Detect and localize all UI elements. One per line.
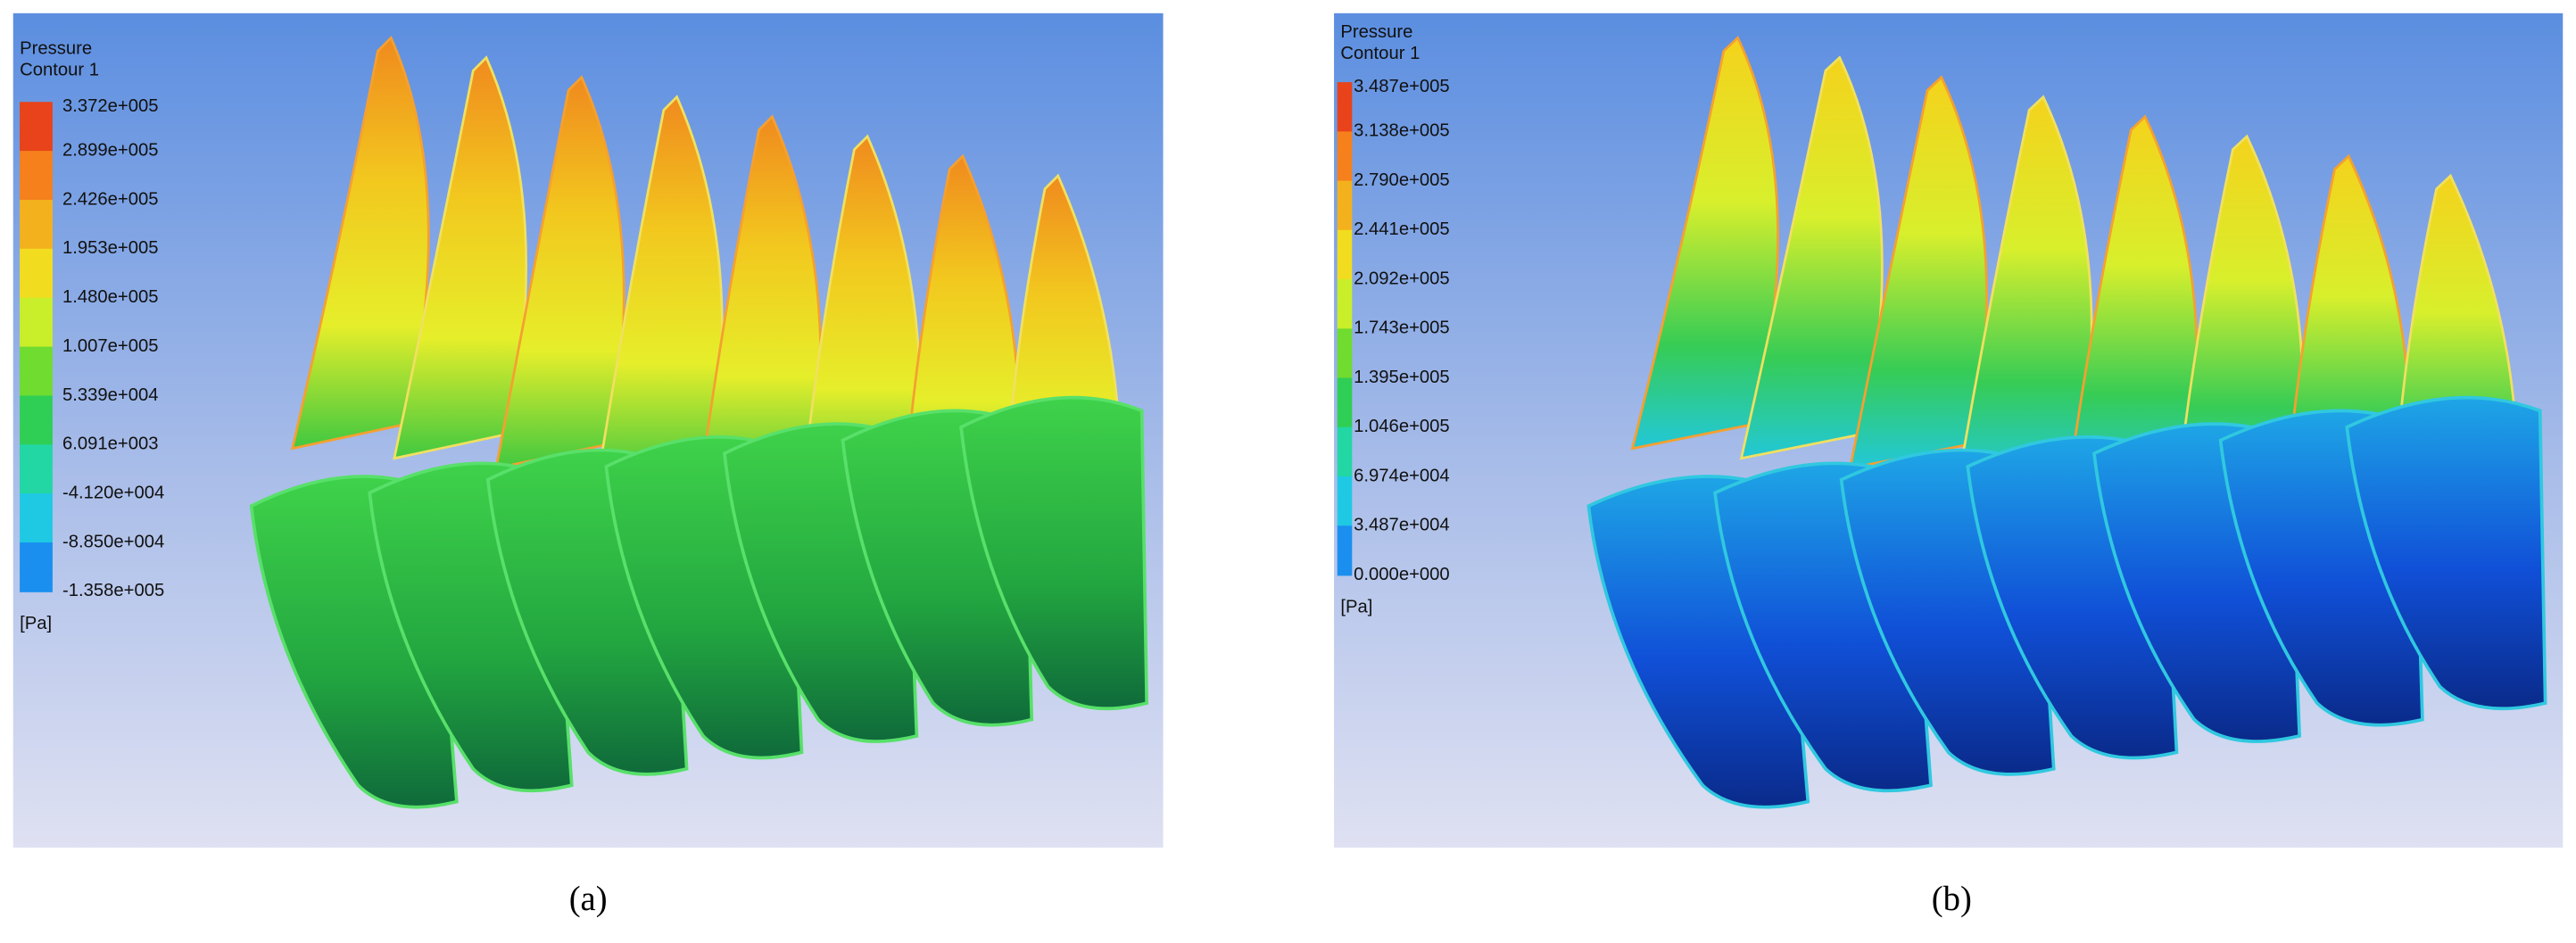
legend-value: 2.092e+005 [1354,269,1450,288]
legend-value: -1.358e+005 [62,581,164,600]
legend-value: 1.046e+005 [1354,417,1450,436]
legend-unit: [Pa] [1340,598,1372,617]
colorbar-band [1337,279,1353,330]
blade [2345,395,2547,711]
blade [1630,36,1779,451]
legend-value: 1.480e+005 [62,287,159,307]
colorbar-band [1337,82,1353,133]
legend-title: Pressure [1340,22,1412,42]
colorbar-band [1337,426,1353,477]
blade [959,395,1149,711]
colorbar-band [20,346,53,397]
colorbar-band [20,493,53,543]
legend-title: Pressure [20,39,92,59]
panel-caption: (a) [569,881,608,918]
panel: Pressure Contour 1 3.487e+005 3.138e+005 2.7… [1334,12,2564,848]
legend-value: 1.395e+005 [1354,368,1450,387]
colorbar-band [20,102,53,153]
legend-value: 6.974e+004 [1354,466,1450,485]
blade [1739,55,1884,460]
legend-value: 6.091e+003 [62,434,159,454]
legend-value: 3.138e+005 [1354,121,1450,141]
legend-subtitle: Contour 1 [20,61,99,80]
legend-value: 2.899e+005 [62,140,159,160]
colorbar-band [20,395,53,446]
legend-value: 3.487e+005 [1354,77,1450,96]
panel-caption: (b) [1932,881,1972,918]
blade [393,55,527,460]
legend-value: 1.953e+005 [62,238,159,258]
colorbar-band [1337,131,1353,182]
legend-value: 3.372e+005 [62,96,159,116]
legend-value: 1.743e+005 [1354,318,1450,338]
colorbar-band [1337,180,1353,231]
legend-value: 2.790e+005 [1354,170,1450,190]
legend-unit: [Pa] [20,614,52,633]
legend-subtitle: Contour 1 [1340,44,1420,63]
legend-value: 3.487e+004 [1354,516,1450,535]
legend-value: 2.426e+005 [62,189,159,209]
legend-value: 5.339e+004 [62,385,159,405]
colorbar-band [1337,525,1353,576]
panel: Pressure Contour 1 3.372e+005 2.899e+005 2.4… [12,12,1164,848]
legend-value: 1.007e+005 [62,336,159,356]
colorbar-band [1337,229,1353,281]
colorbar-band [1337,377,1353,428]
colorbar-band [1337,328,1353,379]
colorbar-band [20,542,53,592]
colorbar-band [1337,476,1353,527]
legend-value: 0.000e+000 [1354,565,1450,584]
colorbar-band [20,199,53,250]
legend-value: -8.850e+004 [62,532,164,551]
colorbar-band [20,248,53,299]
legend-value: -4.120e+004 [62,484,164,503]
legend-value: 2.441e+005 [1354,219,1450,239]
colorbar-band [20,444,53,495]
blade [290,36,430,451]
colorbar-band [20,297,53,348]
colorbar-band [20,151,53,201]
